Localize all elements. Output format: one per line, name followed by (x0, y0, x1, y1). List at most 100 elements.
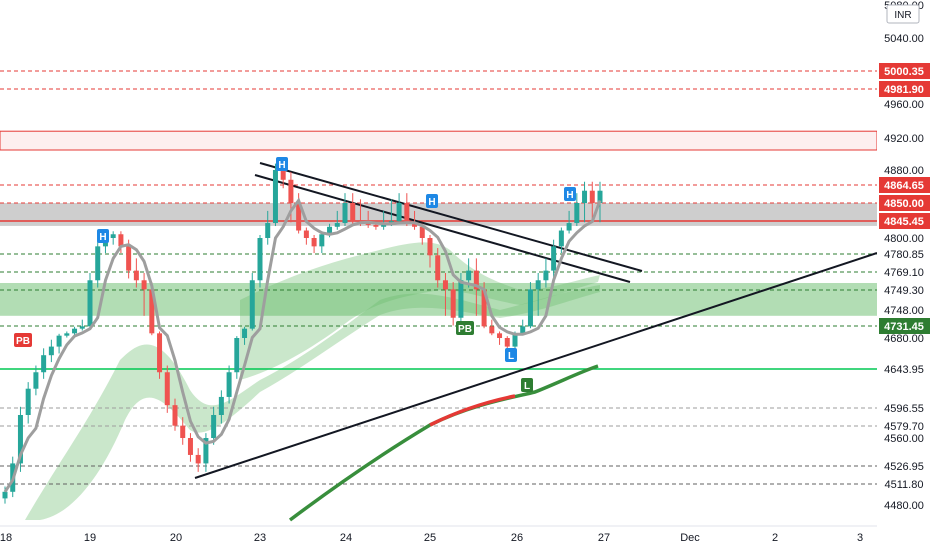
green-cloud-upper (240, 242, 600, 380)
signal-marker[interactable] (276, 157, 288, 171)
candle-body (33, 372, 39, 389)
candle-body (157, 333, 163, 373)
time-tick-label: 3 (857, 532, 863, 544)
candle-body (79, 326, 85, 329)
price-level-label: 4981.90 (884, 84, 924, 96)
candle-body (350, 203, 356, 222)
candle-body (311, 238, 317, 247)
candle-body (535, 280, 541, 290)
price-level-label: 4748.00 (884, 305, 924, 317)
candle-body (435, 255, 441, 281)
candle-body (25, 388, 31, 415)
signal-marker-label: PB (16, 336, 30, 347)
candle-body (427, 238, 433, 256)
price-zone (0, 130, 878, 151)
candle-body (64, 333, 70, 336)
candle-body (257, 238, 263, 281)
candle-body (419, 226, 425, 238)
signal-marker[interactable] (456, 321, 474, 335)
candle-body (303, 230, 309, 238)
price-level-label: 5000.35 (884, 66, 924, 78)
candle-body (187, 438, 193, 455)
green-cloud-lower (25, 285, 600, 520)
candle-body (489, 326, 495, 334)
price-level-tag (879, 213, 930, 229)
candle-body (396, 203, 402, 222)
price-level-label: 4643.95 (884, 364, 924, 376)
signal-marker[interactable] (521, 378, 533, 392)
signal-marker[interactable] (14, 333, 32, 347)
signal-marker[interactable] (564, 187, 576, 201)
signal-marker-label: H (566, 190, 573, 201)
candle-body (388, 221, 394, 224)
candle-body (450, 289, 456, 318)
price-tick-label: 4680.00 (884, 333, 924, 345)
price-level-tag-bg (879, 302, 930, 318)
currency-label[interactable]: INR (886, 4, 920, 24)
candle-body (87, 280, 93, 327)
candle-body (497, 333, 503, 338)
candle-body (133, 270, 139, 281)
price-level-label: 4769.10 (884, 267, 924, 279)
time-axis[interactable]: 18 19 20 23 24 25 26 27 Dec 2 3 (0, 525, 877, 544)
candle-body (520, 326, 526, 334)
candle-body (442, 280, 448, 290)
price-level-tag-bg (879, 400, 930, 416)
signal-marker-label: H (428, 197, 435, 208)
candle-body (195, 454, 201, 464)
candle-body (512, 333, 518, 347)
long-ma-line (288, 364, 599, 522)
candle-body (2, 491, 8, 499)
price-level-tag (879, 195, 930, 211)
candle-body (458, 280, 464, 318)
price-level-tag (879, 63, 930, 79)
price-level-tag-bg (879, 246, 930, 262)
signal-markers: H H H H PB PB L L (14, 157, 576, 392)
signal-marker[interactable] (505, 348, 517, 362)
candle-body (543, 270, 549, 281)
time-tick-label: 20 (170, 532, 182, 544)
candle-body (249, 280, 255, 329)
price-level-label: 4845.45 (884, 216, 924, 228)
price-tick-label: 4800.00 (884, 233, 924, 245)
candle-body (327, 226, 333, 235)
price-level-tag-bg (879, 418, 930, 434)
price-axis[interactable]: 5000.35 4981.90 4864.65 4850.00 4845.45 4780.… (877, 0, 932, 526)
price-level-tag (879, 318, 930, 334)
signal-marker[interactable] (97, 229, 109, 243)
candle-body (211, 414, 217, 438)
candle-body (365, 223, 371, 225)
candle-body (558, 230, 564, 247)
candle-body (164, 372, 170, 406)
signal-marker[interactable] (426, 194, 438, 208)
price-tick-label: 4480.00 (884, 500, 924, 512)
time-tick-label: Dec (680, 532, 700, 544)
price-levels (0, 70, 877, 485)
candle-body (203, 438, 209, 464)
price-tick-label: 4920.00 (884, 133, 924, 145)
candlesticks (2, 163, 603, 504)
candle-body (481, 289, 487, 327)
candle-body (527, 289, 533, 327)
candle-body (95, 246, 101, 281)
price-tick-label: 4880.00 (884, 165, 924, 177)
price-tick-label: 5040.00 (884, 33, 924, 45)
price-level-label: 4526.95 (884, 461, 924, 473)
candle-body (404, 203, 410, 224)
candle-body (288, 179, 294, 203)
candle-body (296, 203, 302, 231)
price-level-label: 4864.65 (884, 180, 924, 192)
candle-body (110, 234, 116, 238)
time-tick-label: 2 (772, 532, 778, 544)
price-level-tag-bg (879, 282, 930, 298)
candle-body (589, 190, 595, 203)
price-level-tag-bg (879, 458, 930, 474)
candle-body (226, 372, 232, 397)
candle-body (17, 414, 23, 464)
trendlines (194, 162, 878, 522)
time-tick-label: 24 (340, 532, 352, 544)
candle-body (566, 223, 572, 231)
candle-body (149, 289, 155, 334)
time-tick-label: 25 (424, 532, 436, 544)
